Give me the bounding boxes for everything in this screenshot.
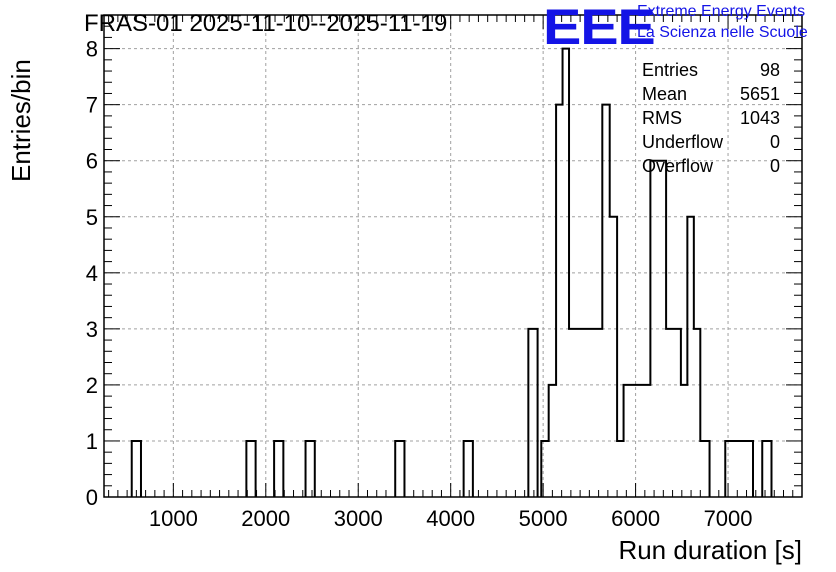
eee-logo: EEE bbox=[543, 0, 656, 55]
stat-label: Entries bbox=[642, 60, 699, 80]
stat-value: 5651 bbox=[739, 84, 780, 104]
logo-subtitle-line1: Extreme Energy Events bbox=[637, 3, 806, 20]
x-tick-label: 7000 bbox=[704, 506, 753, 531]
y-tick-label: 8 bbox=[86, 37, 98, 62]
x-tick-label: 1000 bbox=[149, 506, 198, 531]
y-tick-label: 3 bbox=[86, 317, 98, 342]
stat-label: RMS bbox=[642, 108, 682, 128]
x-axis-label: Run duration [s] bbox=[618, 535, 802, 565]
histogram-outline bbox=[130, 47, 773, 497]
y-tick-label: 1 bbox=[86, 429, 98, 454]
plot-frame bbox=[103, 14, 803, 498]
x-tick-label: 2000 bbox=[241, 506, 290, 531]
x-tick-label: 3000 bbox=[334, 506, 383, 531]
stat-label: Overflow bbox=[642, 156, 714, 176]
y-tick-label: 2 bbox=[86, 373, 98, 398]
y-tick-label: 6 bbox=[86, 149, 98, 174]
y-tick-label: 7 bbox=[86, 93, 98, 118]
y-tick-label: 4 bbox=[86, 261, 98, 286]
stat-row-mean: Mean 5651 bbox=[642, 83, 780, 107]
stat-value: 0 bbox=[769, 156, 780, 176]
logo-subtitle-line2: La Scienza nelle Scuole bbox=[637, 24, 808, 41]
y-tick-label: 5 bbox=[86, 205, 98, 230]
x-tick-label: 5000 bbox=[519, 506, 568, 531]
stat-row-rms: RMS 1043 bbox=[642, 107, 780, 131]
chart-title: FRAS-01 2025-11-10--2025-11-19 bbox=[84, 10, 448, 37]
y-tick-label: 0 bbox=[86, 485, 98, 510]
y-axis-label: Entries/bin bbox=[6, 59, 36, 182]
stat-row-overflow: Overflow 0 bbox=[642, 155, 780, 179]
stat-value: 0 bbox=[769, 132, 780, 152]
stat-row-entries: Entries 98 bbox=[642, 59, 780, 83]
statistics-box: Entries 98 Mean 5651 RMS 1043 Underflow … bbox=[642, 59, 780, 179]
x-tick-label: 4000 bbox=[426, 506, 475, 531]
stat-value: 98 bbox=[759, 60, 780, 80]
stat-label: Mean bbox=[642, 84, 688, 104]
x-tick-label: 6000 bbox=[611, 506, 660, 531]
stat-value: 1043 bbox=[739, 108, 780, 128]
stat-label: Underflow bbox=[642, 132, 724, 152]
stat-row-underflow: Underflow 0 bbox=[642, 131, 780, 155]
